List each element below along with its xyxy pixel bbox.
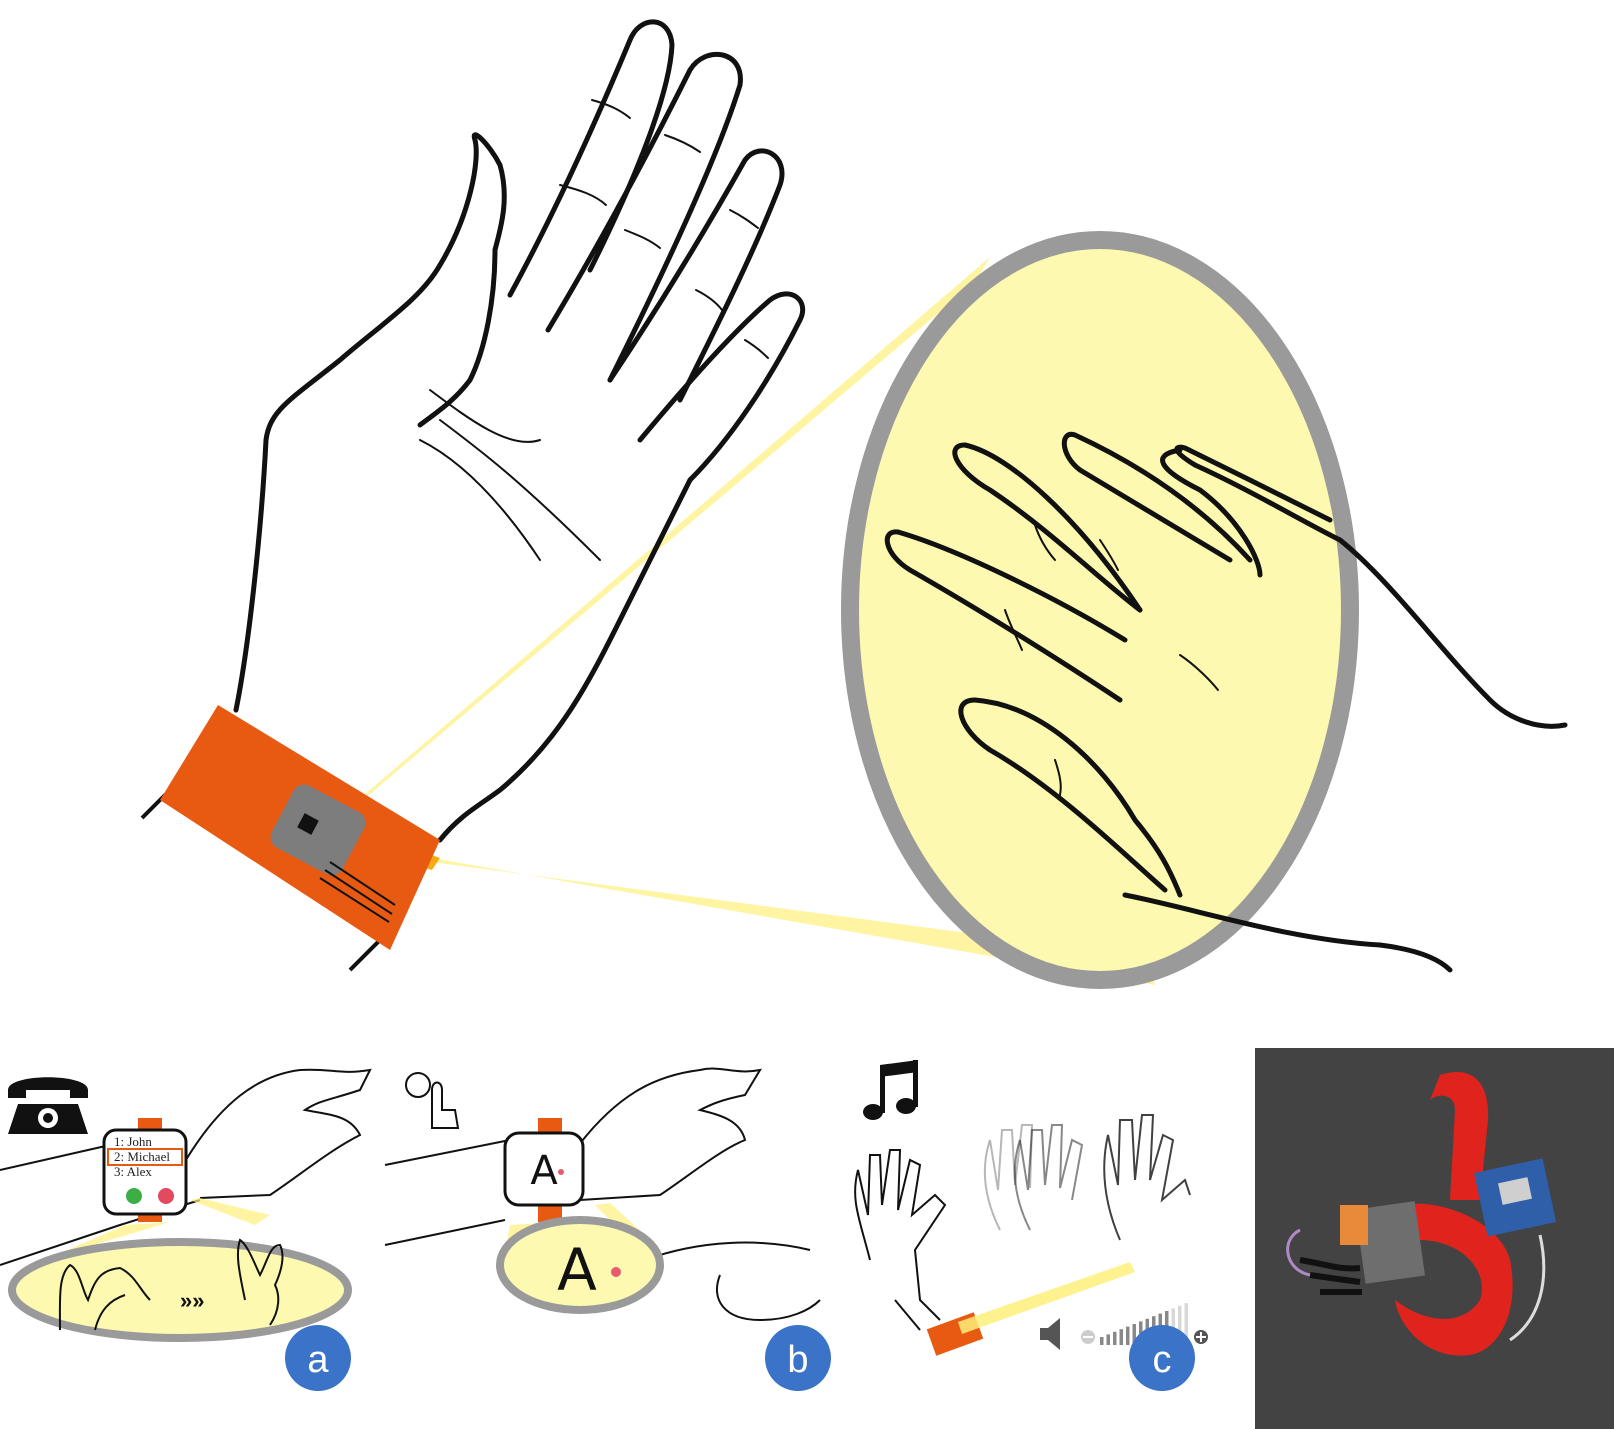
volume-bar [1126, 1326, 1130, 1345]
prototype-photo [1255, 1048, 1614, 1429]
telephone-icon [8, 1077, 88, 1134]
panel-c: c [854, 1060, 1208, 1391]
camera-module [270, 784, 366, 876]
finger-draw-icon [405, 1072, 460, 1129]
arrow-icon: »» [180, 1288, 204, 1313]
volume-bar [1113, 1331, 1117, 1345]
contact-3: 3: Alex [114, 1164, 152, 1179]
contact-1: 1: John [114, 1134, 152, 1149]
main-illustration [140, 19, 1568, 989]
camera-lens [297, 813, 319, 835]
panel-a: 1: John 2: Michael 3: Alex »» a [0, 1068, 372, 1391]
hand-drawing [233, 19, 806, 843]
speaker-icon [1040, 1318, 1060, 1350]
smartwatch-b: A [503, 1118, 585, 1222]
magnified-hand-drawing [884, 431, 1568, 973]
volume-bar [1178, 1305, 1182, 1345]
badge-b [765, 1325, 831, 1391]
label-a: a [307, 1339, 329, 1381]
panel-b: A A b [384, 1067, 831, 1391]
volume-bar [1184, 1303, 1188, 1345]
camera-board [1355, 1201, 1425, 1284]
volume-bar [1119, 1329, 1123, 1345]
waving-hands [854, 1114, 1191, 1331]
label-b: b [787, 1339, 808, 1381]
accept-call-icon [126, 1188, 142, 1204]
volume-bar [1106, 1334, 1110, 1345]
watch-letter: A [530, 1148, 558, 1194]
music-note-icon [863, 1060, 918, 1120]
volume-bar [1171, 1308, 1175, 1345]
badge-a [285, 1325, 351, 1391]
contact-2: 2: Michael [114, 1149, 170, 1164]
badge-c [1129, 1325, 1195, 1391]
red-strap [1380, 1072, 1513, 1356]
gesture-lens-b [496, 1216, 664, 1314]
magnified-view [841, 231, 1568, 989]
wristband [140, 705, 440, 972]
volume-bar [1100, 1337, 1104, 1345]
decline-call-icon [158, 1188, 174, 1204]
label-c: c [1153, 1339, 1172, 1381]
drawn-letter: A [557, 1236, 597, 1304]
smartwatch: 1: John 2: Michael 3: Alex [102, 1118, 188, 1222]
volume-bar [1132, 1324, 1136, 1345]
